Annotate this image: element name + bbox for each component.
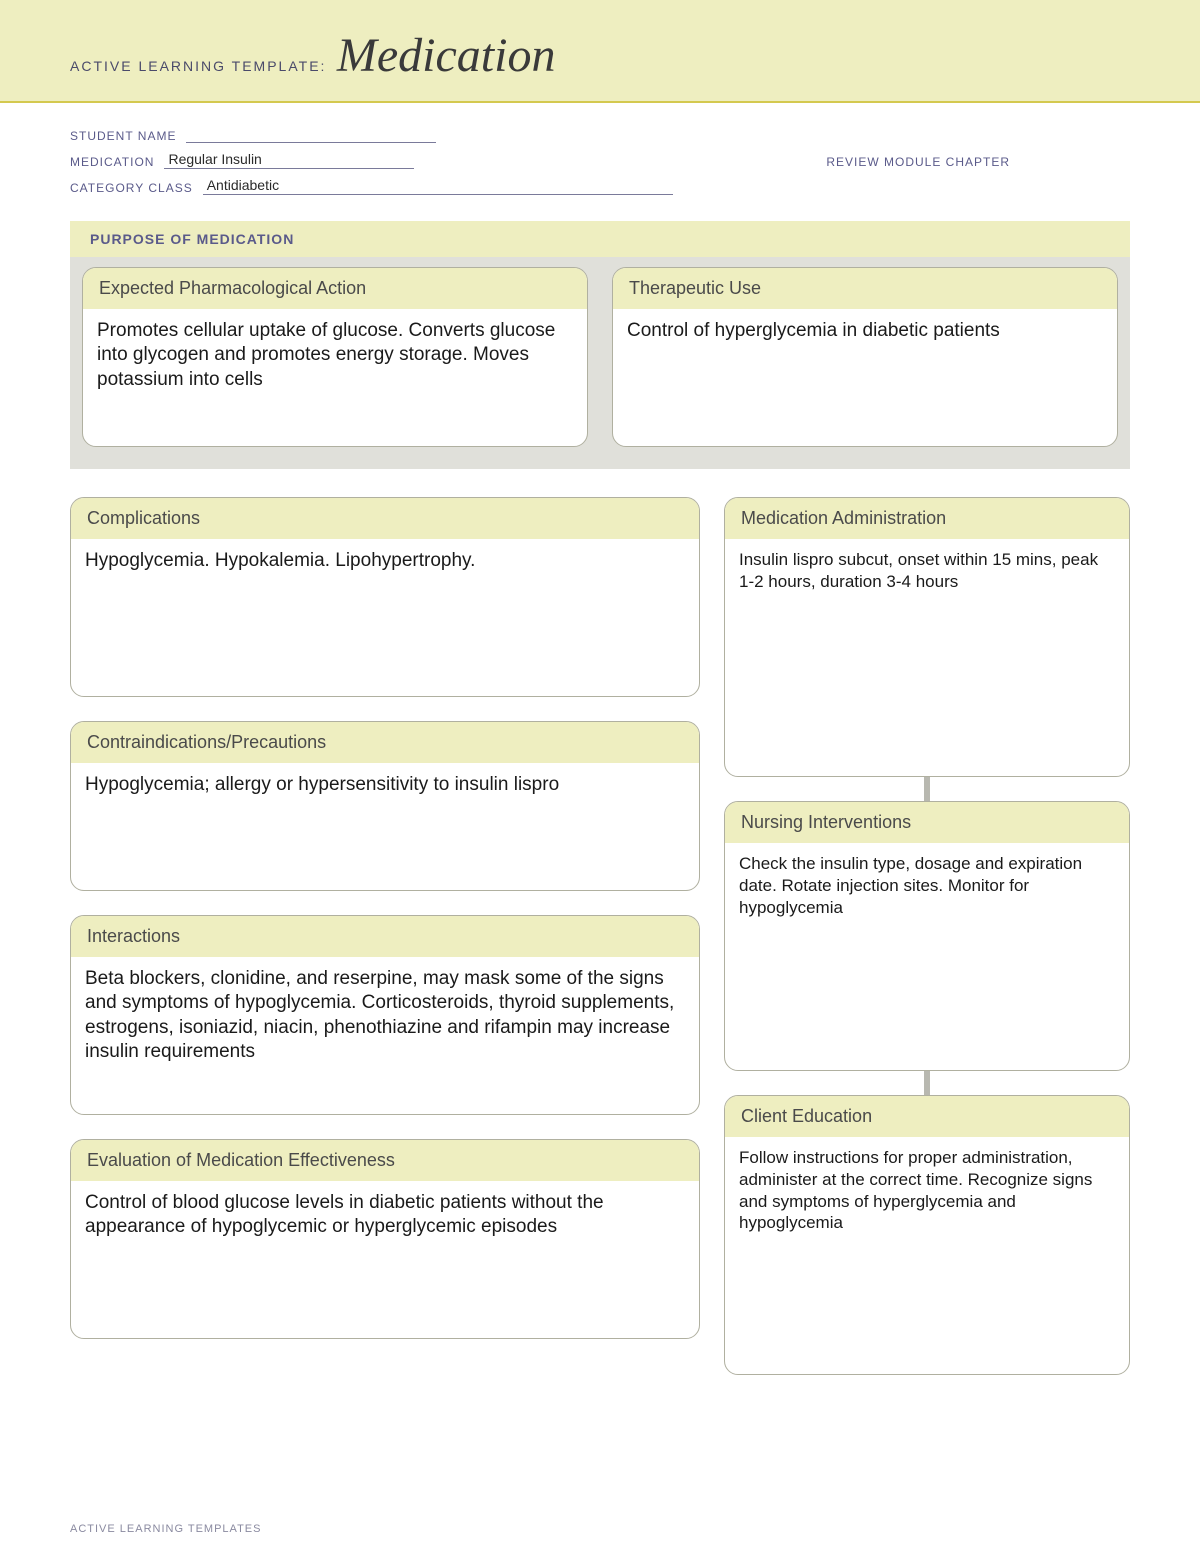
banner-prefix: ACTIVE LEARNING TEMPLATE:: [70, 58, 326, 74]
purpose-cards-row: Expected Pharmacological Action Promotes…: [70, 257, 1130, 469]
interactions-title: Interactions: [71, 916, 699, 957]
client-education-card: Client Education Follow instructions for…: [724, 1095, 1130, 1375]
nursing-interventions-body[interactable]: Check the insulin type, dosage and expir…: [725, 843, 1129, 1070]
left-column: Complications Hypoglycemia. Hypokalemia.…: [70, 497, 700, 1375]
medication-field[interactable]: Regular Insulin: [164, 151, 414, 169]
right-column: Medication Administration Insulin lispro…: [724, 497, 1130, 1375]
expected-pharm-action-body[interactable]: Promotes cellular uptake of glucose. Con…: [83, 309, 587, 446]
complications-card: Complications Hypoglycemia. Hypokalemia.…: [70, 497, 700, 697]
nursing-interventions-title: Nursing Interventions: [725, 802, 1129, 843]
nursing-interventions-card: Nursing Interventions Check the insulin …: [724, 801, 1130, 1071]
category-row: CATEGORY CLASS Antidiabetic: [70, 177, 1130, 195]
category-class-field[interactable]: Antidiabetic: [203, 177, 673, 195]
therapeutic-use-card: Therapeutic Use Control of hyperglycemia…: [612, 267, 1118, 447]
banner-title: Medication: [337, 28, 556, 83]
complications-body[interactable]: Hypoglycemia. Hypokalemia. Lipohypertrop…: [71, 539, 699, 696]
template-page: ACTIVE LEARNING TEMPLATE: Medication STU…: [0, 0, 1200, 1553]
medication-row: MEDICATION Regular Insulin REVIEW MODULE…: [70, 151, 1130, 169]
client-education-body[interactable]: Follow instructions for proper administr…: [725, 1137, 1129, 1374]
therapeutic-use-title: Therapeutic Use: [613, 268, 1117, 309]
medication-administration-body[interactable]: Insulin lispro subcut, onset within 15 m…: [725, 539, 1129, 776]
medication-label: MEDICATION: [70, 155, 154, 169]
student-name-row: STUDENT NAME: [70, 125, 1130, 143]
purpose-section: PURPOSE OF MEDICATION Expected Pharmacol…: [70, 221, 1130, 469]
evaluation-card: Evaluation of Medication Effectiveness C…: [70, 1139, 700, 1339]
purpose-section-label: PURPOSE OF MEDICATION: [70, 221, 1130, 257]
review-module-label: REVIEW MODULE CHAPTER: [826, 155, 1130, 169]
expected-pharm-action-title: Expected Pharmacological Action: [83, 268, 587, 309]
student-name-field[interactable]: [186, 125, 436, 143]
main-grid: Complications Hypoglycemia. Hypokalemia.…: [70, 497, 1130, 1375]
category-class-label: CATEGORY CLASS: [70, 181, 193, 195]
student-name-label: STUDENT NAME: [70, 129, 176, 143]
therapeutic-use-body[interactable]: Control of hyperglycemia in diabetic pat…: [613, 309, 1117, 446]
connector-line: [924, 1071, 930, 1095]
interactions-card: Interactions Beta blockers, clonidine, a…: [70, 915, 700, 1115]
contraindications-body[interactable]: Hypoglycemia; allergy or hypersensitivit…: [71, 763, 699, 890]
client-education-title: Client Education: [725, 1096, 1129, 1137]
medication-administration-title: Medication Administration: [725, 498, 1129, 539]
connector-line: [924, 777, 930, 801]
contraindications-title: Contraindications/Precautions: [71, 722, 699, 763]
evaluation-title: Evaluation of Medication Effectiveness: [71, 1140, 699, 1181]
medication-administration-card: Medication Administration Insulin lispro…: [724, 497, 1130, 777]
interactions-body[interactable]: Beta blockers, clonidine, and reserpine,…: [71, 957, 699, 1114]
complications-title: Complications: [71, 498, 699, 539]
title-banner: ACTIVE LEARNING TEMPLATE: Medication: [0, 0, 1200, 103]
meta-section: STUDENT NAME MEDICATION Regular Insulin …: [0, 103, 1200, 221]
contraindications-card: Contraindications/Precautions Hypoglycem…: [70, 721, 700, 891]
evaluation-body[interactable]: Control of blood glucose levels in diabe…: [71, 1181, 699, 1338]
expected-pharm-action-card: Expected Pharmacological Action Promotes…: [82, 267, 588, 447]
footer-label: ACTIVE LEARNING TEMPLATES: [70, 1523, 261, 1535]
